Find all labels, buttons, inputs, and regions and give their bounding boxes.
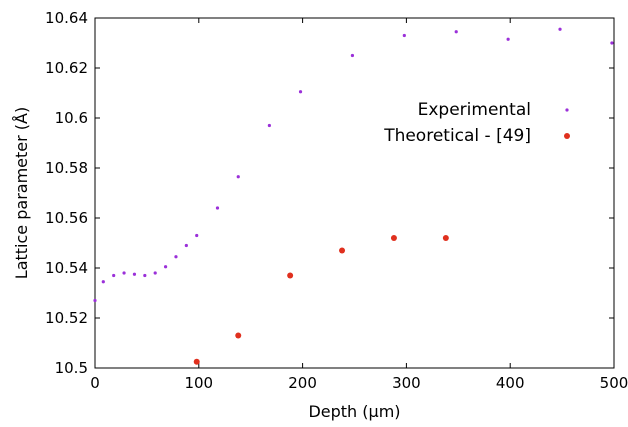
data-point	[215, 206, 220, 210]
legend-label-theoretical: Theoretical - [49]	[383, 126, 531, 146]
data-point	[339, 247, 346, 254]
x-axis-title: Depth (µm)	[308, 402, 400, 421]
data-point	[350, 53, 355, 58]
y-tick-label: 10.56	[45, 209, 88, 227]
x-tick-label: 300	[392, 374, 421, 392]
series-theoretical	[193, 235, 449, 365]
data-point	[132, 272, 137, 276]
data-point	[235, 332, 242, 339]
data-point	[287, 272, 294, 279]
data-point	[101, 280, 105, 284]
data-point	[442, 235, 449, 241]
plot-frame	[94, 17, 615, 369]
data-point	[174, 255, 178, 259]
y-tick-label: 10.62	[45, 59, 88, 77]
y-tick-label: 10.54	[45, 259, 88, 277]
x-tick-label: 200	[288, 374, 317, 392]
x-tick-label: 0	[90, 374, 100, 392]
x-tick-label: 100	[184, 374, 213, 392]
y-tick-label: 10.52	[45, 309, 88, 327]
data-point	[195, 233, 199, 238]
x-tick-label: 500	[600, 374, 628, 392]
data-point	[454, 30, 458, 34]
data-point	[163, 265, 168, 269]
y-tick-label: 10.64	[45, 9, 88, 27]
data-point	[402, 33, 406, 38]
data-point	[506, 37, 510, 41]
data-point	[558, 27, 562, 31]
plot-border	[94, 17, 615, 369]
legend: Experimental Theoretical - [49]	[383, 100, 570, 146]
data-point	[193, 358, 200, 365]
data-point	[112, 273, 116, 278]
data-point	[143, 273, 147, 278]
legend-label-experimental: Experimental	[418, 100, 531, 120]
data-point	[153, 271, 157, 275]
data-point	[236, 175, 240, 179]
data-point	[390, 235, 397, 241]
data-point	[93, 298, 97, 303]
data-point	[184, 243, 188, 248]
x-tick-label: 400	[496, 374, 525, 392]
y-tick-label: 10.58	[45, 159, 88, 177]
data-point	[122, 271, 126, 275]
x-axis-ticks: 0 100 200 300 400 500	[90, 18, 628, 392]
data-point	[267, 123, 271, 128]
y-tick-label: 10.6	[55, 109, 88, 127]
y-tick-label: 10.5	[55, 359, 88, 377]
data-point	[610, 41, 614, 45]
legend-marker-experimental	[565, 108, 569, 112]
legend-marker-theoretical	[564, 133, 570, 139]
y-axis-ticks: 10.5 10.52 10.54 10.56 10.58 10.6 10.62 10.64	[45, 9, 614, 377]
data-series	[93, 27, 614, 365]
y-axis-title: Lattice parameter (Å)	[12, 107, 31, 279]
series-experimental	[93, 27, 614, 303]
data-point	[298, 90, 303, 94]
